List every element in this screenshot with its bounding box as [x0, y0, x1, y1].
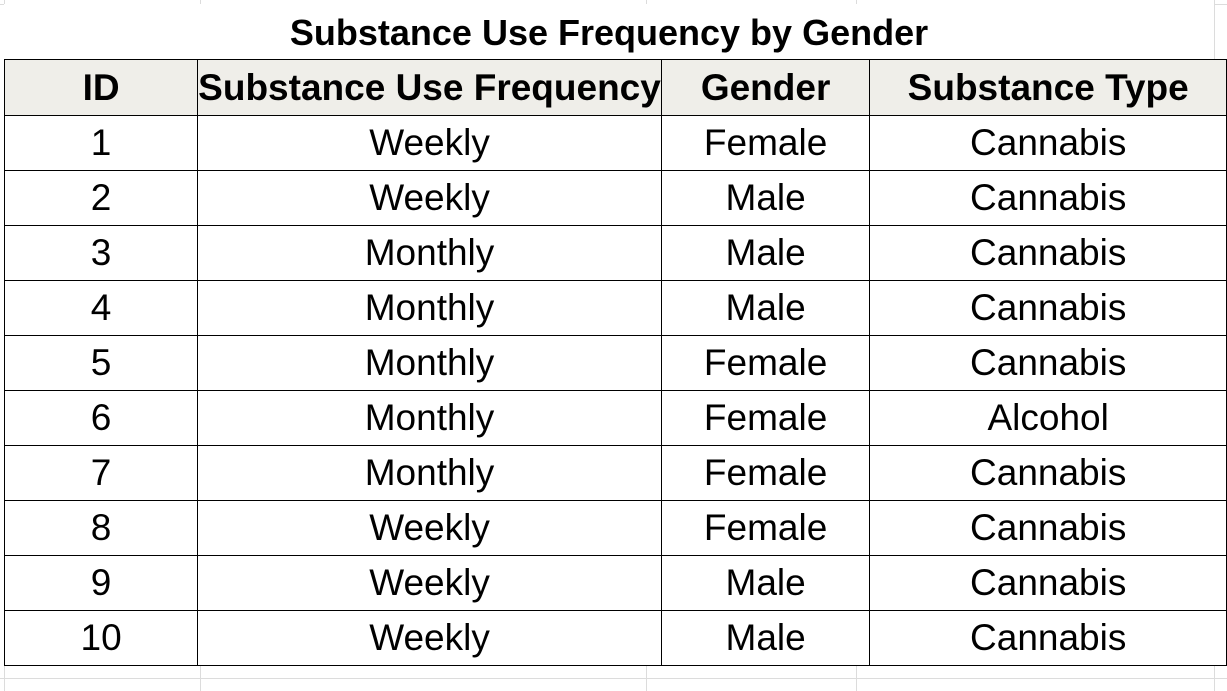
cell-gender[interactable]: Female: [660, 500, 871, 556]
cell-id[interactable]: 6: [3, 390, 199, 446]
cell-frequency[interactable]: Weekly: [197, 170, 662, 226]
cell-gender[interactable]: Male: [660, 170, 871, 226]
table-row: 4 Monthly Male Cannabis: [3, 280, 1227, 336]
table-row: 6 Monthly Female Alcohol: [3, 390, 1227, 446]
cell-frequency[interactable]: Weekly: [197, 610, 662, 666]
cell-substance-type[interactable]: Cannabis: [869, 445, 1227, 501]
cell-id[interactable]: 7: [3, 445, 199, 501]
cell-gender[interactable]: Female: [660, 390, 871, 446]
gridline: [0, 678, 1227, 679]
table-row: 5 Monthly Female Cannabis: [3, 335, 1227, 391]
table-row: 3 Monthly Male Cannabis: [3, 225, 1227, 281]
cell-substance-type[interactable]: Alcohol: [869, 390, 1227, 446]
cell-frequency[interactable]: Monthly: [197, 335, 662, 391]
cell-substance-type[interactable]: Cannabis: [869, 115, 1227, 171]
column-header-frequency[interactable]: Substance Use Frequency: [197, 59, 662, 116]
table-row: 9 Weekly Male Cannabis: [3, 555, 1227, 611]
table-row: 2 Weekly Male Cannabis: [3, 170, 1227, 226]
column-header-id[interactable]: ID: [3, 59, 199, 116]
cell-gender[interactable]: Female: [660, 335, 871, 391]
cell-frequency[interactable]: Monthly: [197, 390, 662, 446]
cell-frequency[interactable]: Monthly: [197, 445, 662, 501]
cell-frequency[interactable]: Weekly: [197, 115, 662, 171]
cell-gender[interactable]: Male: [660, 610, 871, 666]
table-row: 7 Monthly Female Cannabis: [3, 445, 1227, 501]
cell-frequency[interactable]: Weekly: [197, 555, 662, 611]
data-table: ID Substance Use Frequency Gender Substa…: [3, 59, 1227, 666]
cell-id[interactable]: 3: [3, 225, 199, 281]
column-header-substance-type[interactable]: Substance Type: [869, 59, 1227, 116]
cell-id[interactable]: 2: [3, 170, 199, 226]
cell-gender[interactable]: Male: [660, 280, 871, 336]
cell-substance-type[interactable]: Cannabis: [869, 610, 1227, 666]
cell-id[interactable]: 9: [3, 555, 199, 611]
cell-id[interactable]: 1: [3, 115, 199, 171]
cell-substance-type[interactable]: Cannabis: [869, 280, 1227, 336]
cell-gender[interactable]: Female: [660, 115, 871, 171]
cell-id[interactable]: 10: [3, 610, 199, 666]
cell-frequency[interactable]: Monthly: [197, 280, 662, 336]
cell-substance-type[interactable]: Cannabis: [869, 500, 1227, 556]
cell-substance-type[interactable]: Cannabis: [869, 225, 1227, 281]
cell-id[interactable]: 8: [3, 500, 199, 556]
cell-gender[interactable]: Male: [660, 555, 871, 611]
cell-frequency[interactable]: Monthly: [197, 225, 662, 281]
cell-gender[interactable]: Female: [660, 445, 871, 501]
column-header-gender[interactable]: Gender: [660, 59, 871, 116]
table-row: 8 Weekly Female Cannabis: [3, 500, 1227, 556]
table-title: Substance Use Frequency by Gender: [4, 4, 1214, 60]
cell-id[interactable]: 4: [3, 280, 199, 336]
cell-substance-type[interactable]: Cannabis: [869, 170, 1227, 226]
cell-substance-type[interactable]: Cannabis: [869, 335, 1227, 391]
cell-substance-type[interactable]: Cannabis: [869, 555, 1227, 611]
cell-gender[interactable]: Male: [660, 225, 871, 281]
header-row: ID Substance Use Frequency Gender Substa…: [3, 59, 1227, 116]
cell-frequency[interactable]: Weekly: [197, 500, 662, 556]
cell-id[interactable]: 5: [3, 335, 199, 391]
table-row: 1 Weekly Female Cannabis: [3, 115, 1227, 171]
table-row: 10 Weekly Male Cannabis: [3, 610, 1227, 666]
